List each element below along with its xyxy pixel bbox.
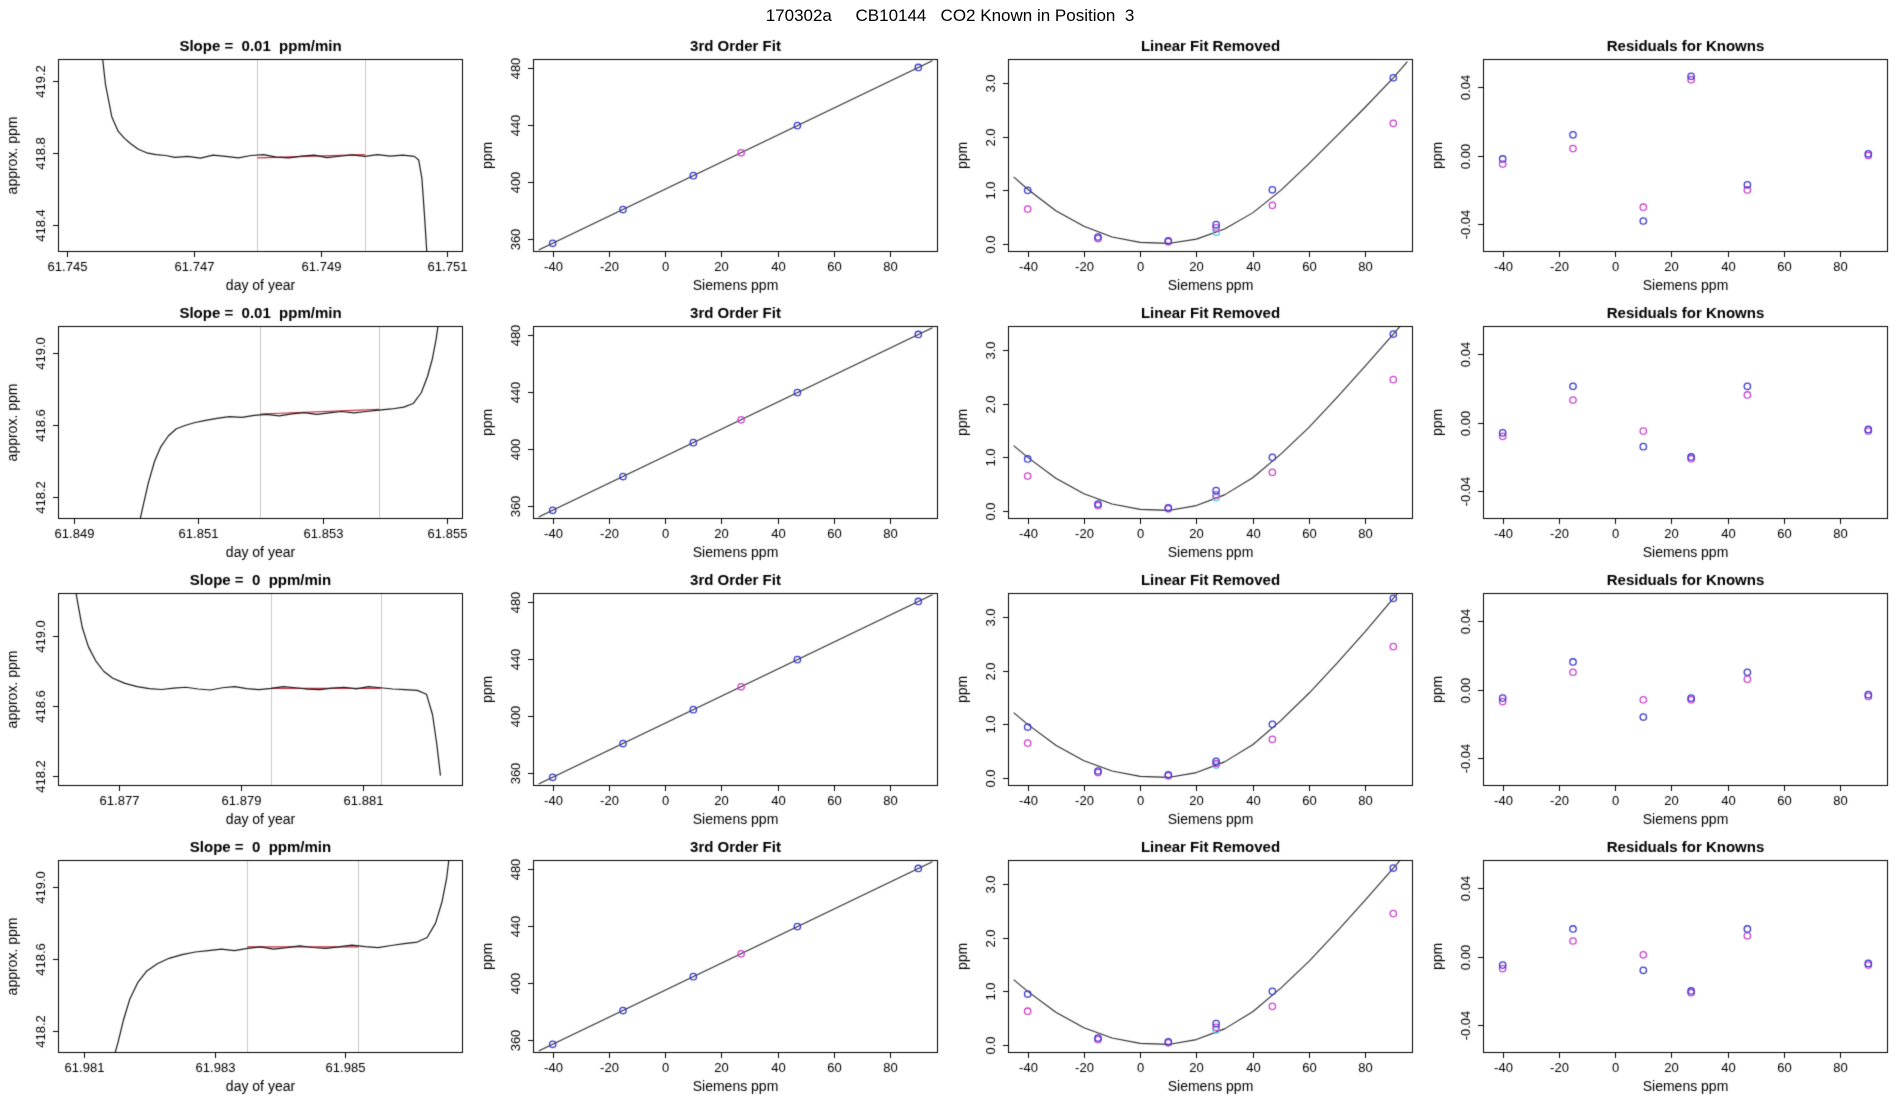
chart-panel-r1c4: [1425, 32, 1900, 299]
chart-panel-r4c3: [950, 833, 1425, 1100]
chart-grid: [0, 32, 1900, 1100]
chart-panel-r3c1: [0, 566, 475, 833]
chart-panel-r4c4: [1425, 833, 1900, 1100]
chart-panel-r2c2: [475, 299, 950, 566]
chart-panel-r1c3: [950, 32, 1425, 299]
chart-panel-r3c3: [950, 566, 1425, 833]
chart-panel-r2c1: [0, 299, 475, 566]
chart-panel-r2c4: [1425, 299, 1900, 566]
chart-panel-r4c1: [0, 833, 475, 1100]
chart-panel-r1c2: [475, 32, 950, 299]
chart-panel-r3c4: [1425, 566, 1900, 833]
chart-panel-r4c2: [475, 833, 950, 1100]
chart-panel-r2c3: [950, 299, 1425, 566]
chart-panel-r3c2: [475, 566, 950, 833]
chart-panel-r1c1: [0, 32, 475, 299]
figure-title: 170302a CB10144 CO2 Known in Position 3: [765, 6, 1135, 25]
